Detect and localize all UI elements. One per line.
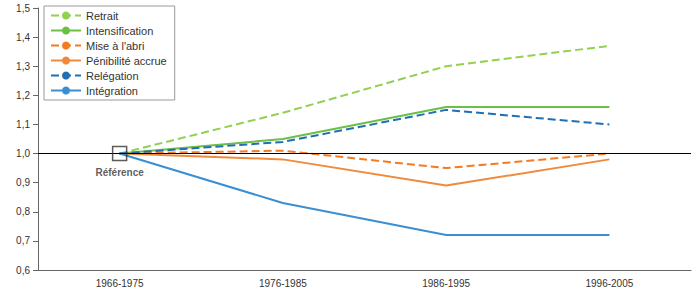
svg-text:Mise à l'abri: Mise à l'abri — [86, 40, 144, 52]
svg-text:1986-1995: 1986-1995 — [422, 278, 470, 289]
svg-text:1,3: 1,3 — [16, 61, 30, 72]
svg-text:Relégation: Relégation — [86, 70, 139, 82]
svg-text:1,4: 1,4 — [16, 32, 30, 43]
svg-text:0,9: 0,9 — [16, 177, 30, 188]
svg-text:0,7: 0,7 — [16, 235, 30, 246]
svg-text:1,0: 1,0 — [16, 148, 30, 159]
svg-text:Intégration: Intégration — [86, 85, 138, 97]
svg-text:Référence: Référence — [95, 167, 144, 178]
svg-text:Pénibilité accrue: Pénibilité accrue — [86, 55, 167, 67]
svg-text:Intensification: Intensification — [86, 25, 153, 37]
svg-text:1,5: 1,5 — [16, 3, 30, 14]
svg-text:0,6: 0,6 — [16, 265, 30, 276]
svg-text:1,1: 1,1 — [16, 119, 30, 130]
svg-text:1966-1975: 1966-1975 — [96, 278, 144, 289]
svg-text:Retrait: Retrait — [86, 10, 118, 22]
svg-text:1976-1985: 1976-1985 — [259, 278, 307, 289]
svg-text:1,2: 1,2 — [16, 90, 30, 101]
svg-text:1996-2005: 1996-2005 — [585, 278, 633, 289]
svg-text:0,8: 0,8 — [16, 206, 30, 217]
